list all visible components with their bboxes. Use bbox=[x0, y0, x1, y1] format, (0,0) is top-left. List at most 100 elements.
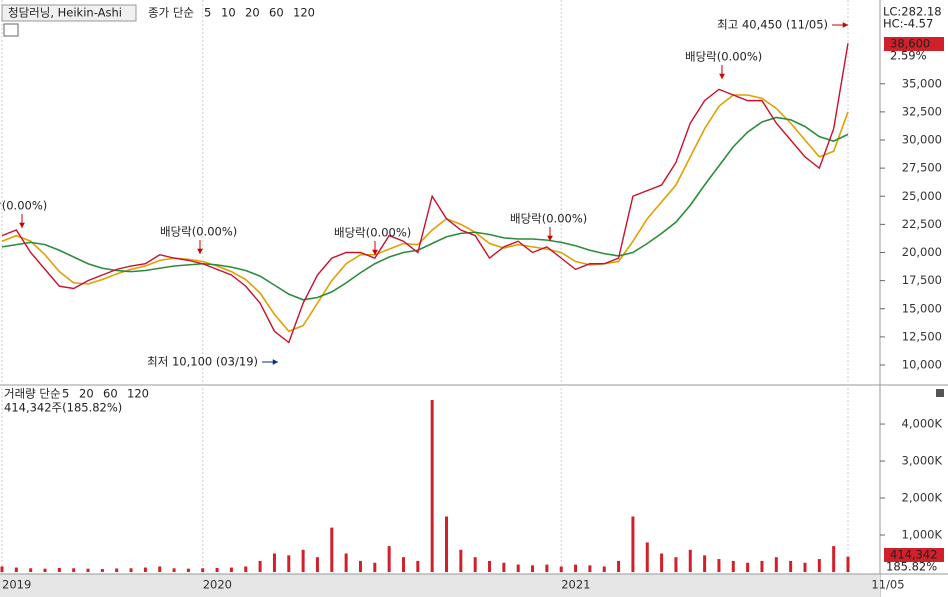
subtitle: 414,342주(185.82%) bbox=[4, 401, 122, 415]
icon[interactable] bbox=[3, 23, 19, 37]
legend-item: 60 bbox=[103, 387, 118, 401]
volume-bar bbox=[29, 568, 33, 572]
y-tick-label: 30,000 bbox=[902, 133, 942, 147]
volume-bar bbox=[832, 546, 836, 572]
volume-bar bbox=[717, 559, 721, 572]
volume-bar bbox=[0, 566, 4, 572]
legend-item: 20 bbox=[79, 387, 94, 401]
annotation: 배당락(0.00%) bbox=[160, 225, 237, 239]
volume-bar bbox=[760, 560, 764, 572]
volume-bar bbox=[287, 555, 291, 572]
volume-bar bbox=[602, 566, 606, 572]
price-line bbox=[1, 94, 849, 333]
volume-bar bbox=[803, 562, 807, 572]
volume-bar bbox=[72, 568, 76, 572]
annotation: 최고 40,450 (11/05) bbox=[717, 18, 828, 32]
y-tick-label: 27,500 bbox=[902, 161, 942, 175]
annotation: 배당락(0.00%) bbox=[334, 226, 411, 240]
volume-bar bbox=[703, 555, 707, 572]
legend-item: 10 bbox=[221, 6, 236, 20]
volume-bar bbox=[660, 553, 664, 572]
y-tick-label: 25,000 bbox=[902, 189, 942, 203]
volume-bar bbox=[57, 567, 61, 572]
volume-bar bbox=[617, 560, 621, 572]
price-box bbox=[884, 37, 944, 51]
volume-bar bbox=[100, 569, 104, 572]
legend-item: 5 bbox=[62, 387, 69, 401]
legend-item: 120 bbox=[127, 387, 149, 401]
y-tick-label: 3,000K bbox=[902, 454, 943, 468]
volume-bar bbox=[588, 565, 592, 572]
chart-title: 청담러닝, Heikin-Ashi bbox=[8, 6, 122, 20]
price-line bbox=[1, 43, 849, 344]
legend-label: 거래량 단순 bbox=[4, 387, 61, 401]
volume-bar bbox=[358, 560, 362, 572]
volume-bar bbox=[115, 568, 119, 572]
y-tick-label: 10,000 bbox=[902, 358, 942, 372]
volume-bar bbox=[229, 567, 233, 572]
x-tick-label: 2020 bbox=[203, 578, 232, 592]
volume-box bbox=[884, 548, 944, 562]
volume-bar bbox=[789, 560, 793, 572]
y-tick-label: 20,000 bbox=[902, 245, 942, 259]
volume-bar bbox=[674, 557, 678, 572]
volume-bar bbox=[445, 516, 449, 572]
volume-bar bbox=[201, 568, 205, 572]
date-axis-band bbox=[0, 574, 880, 597]
y-tick-label: 12,500 bbox=[902, 329, 942, 343]
legend-item: 120 bbox=[293, 6, 315, 20]
volume-bar bbox=[143, 567, 147, 572]
arrow-head bbox=[272, 359, 278, 365]
arrow-head bbox=[547, 235, 553, 241]
x-tick-label: 2019 bbox=[2, 578, 31, 592]
volume-bar bbox=[459, 549, 463, 572]
arrow-head bbox=[842, 22, 848, 28]
legend-item: 20 bbox=[245, 6, 260, 20]
legend-item: 60 bbox=[269, 6, 284, 20]
side-label: 414,342 bbox=[890, 548, 938, 562]
volume-bar bbox=[387, 546, 391, 572]
volume-bar bbox=[86, 568, 90, 572]
x-tick-label: 2021 bbox=[561, 578, 590, 592]
y-tick-label: 2,000K bbox=[902, 491, 943, 505]
volume-bar bbox=[272, 553, 276, 572]
volume-bar bbox=[186, 568, 190, 572]
volume-bar bbox=[129, 568, 133, 572]
volume-bar bbox=[315, 557, 319, 572]
volume-bar bbox=[14, 567, 18, 572]
volume-bar bbox=[344, 553, 348, 572]
annotation: 배당락(0.00%) bbox=[510, 212, 587, 226]
volume-bar bbox=[559, 566, 563, 572]
volume-bar bbox=[158, 566, 162, 572]
volume-bar bbox=[746, 562, 750, 572]
volume-bar bbox=[430, 400, 434, 572]
volume-bar bbox=[215, 567, 219, 572]
volume-bar bbox=[531, 565, 535, 572]
icon[interactable] bbox=[936, 389, 944, 397]
volume-bar bbox=[401, 557, 405, 572]
arrow-head bbox=[197, 248, 203, 254]
volume-bar bbox=[817, 559, 821, 572]
arrow-head bbox=[719, 73, 725, 79]
y-tick-label: 1,000K bbox=[902, 528, 943, 542]
volume-bar bbox=[516, 564, 520, 572]
legend-box bbox=[1, 4, 137, 22]
volume-bar bbox=[43, 568, 47, 572]
side-label: 2.59% bbox=[890, 49, 927, 63]
y-tick-label: 4,000K bbox=[902, 417, 943, 431]
volume-bar bbox=[774, 557, 778, 572]
volume-bar bbox=[574, 564, 578, 572]
volume-bar bbox=[488, 560, 492, 572]
side-label: 38,600 bbox=[890, 37, 930, 51]
x-tick-label: 11/05 bbox=[871, 578, 904, 592]
side-label: HC:-4.57 bbox=[883, 17, 933, 31]
volume-bar bbox=[373, 562, 377, 572]
volume-bar bbox=[631, 516, 635, 572]
y-tick-label: 35,000 bbox=[902, 76, 942, 90]
volume-bar bbox=[473, 557, 477, 572]
volume-bar bbox=[330, 527, 334, 572]
y-tick-label: 15,000 bbox=[902, 301, 942, 315]
side-label: LC:282.18 bbox=[883, 5, 942, 19]
